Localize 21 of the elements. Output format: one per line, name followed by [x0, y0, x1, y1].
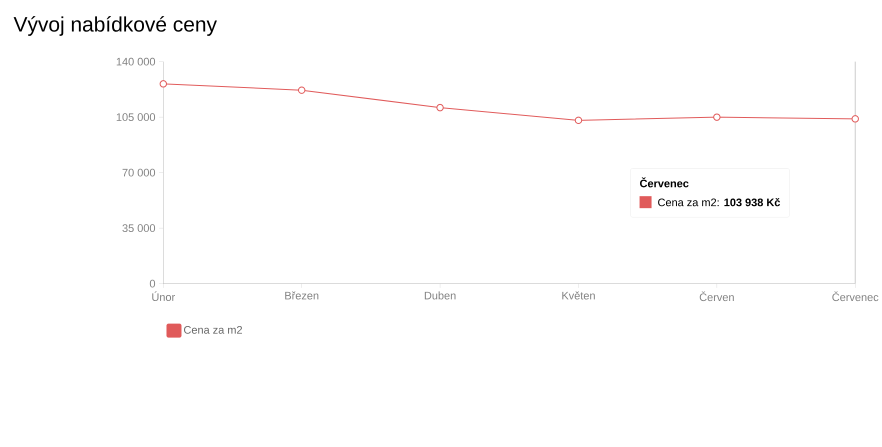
legend-label: Cena za m2	[184, 326, 242, 334]
x-tick-label: Květen	[562, 291, 595, 300]
y-tick-label: 140 000	[116, 58, 156, 66]
point	[436, 104, 444, 112]
y-tick-label: 35 000	[122, 224, 156, 232]
x-tick-label: Březen	[285, 291, 318, 300]
y-tick-label: 0	[150, 280, 156, 288]
point	[713, 113, 721, 121]
y-tick-label: 70 000	[122, 168, 156, 177]
point	[574, 116, 582, 124]
point	[298, 86, 306, 94]
x-tick-label: Duben	[424, 291, 456, 300]
chart-title: Vývoj nabídkové ceny	[14, 16, 217, 36]
point	[852, 115, 859, 123]
x-tick-label: Červen	[700, 291, 734, 302]
annotation: Cena za m2: 103 938 Kč	[658, 198, 780, 206]
point	[160, 80, 167, 88]
y-tick-label: 105 000	[116, 113, 156, 122]
annotation: Červenec	[640, 177, 689, 188]
x-tick-label: Únor	[152, 291, 175, 302]
x-tick-label: Červenec	[832, 291, 878, 302]
